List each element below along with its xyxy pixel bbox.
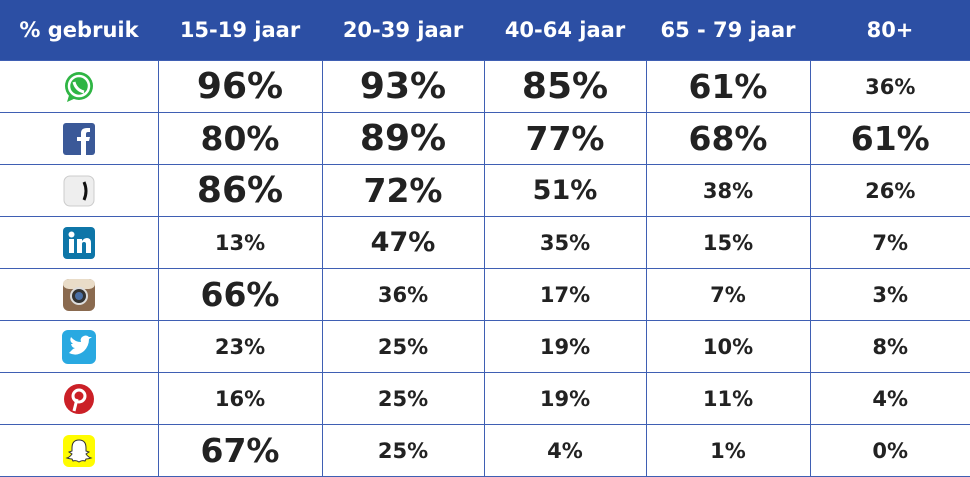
value-cell: 4% — [809, 372, 970, 425]
value-cell: 66% — [157, 268, 323, 321]
linkedin-icon — [62, 226, 95, 259]
value-cell: 11% — [645, 372, 811, 425]
table-row: 67% 25% 4% 1% 0% — [0, 424, 970, 477]
value-cell: 80% — [157, 112, 323, 165]
value-cell: 25% — [321, 320, 485, 373]
app-icon — [63, 175, 95, 206]
value-cell: 4% — [483, 424, 647, 477]
header-row: % gebruik 15-19 jaar 20-39 jaar 40-64 ja… — [0, 0, 970, 61]
header-cell: 40-64 jaar — [484, 0, 646, 61]
value-cell: 16% — [157, 372, 323, 425]
value-cell: 8% — [809, 320, 970, 373]
value-cell: 35% — [483, 216, 647, 269]
value-cell: 7% — [809, 216, 970, 269]
value-cell: 23% — [157, 320, 323, 373]
icon-cell — [0, 112, 159, 165]
value-cell: 38% — [645, 164, 811, 217]
value-cell: 77% — [483, 112, 647, 165]
snapchat-icon — [62, 434, 95, 467]
value-cell: 25% — [321, 424, 485, 477]
icon-cell — [0, 60, 159, 113]
header-cell: 20-39 jaar — [322, 0, 484, 61]
icon-cell — [0, 216, 159, 269]
value-cell: 96% — [157, 60, 323, 113]
table-row: 96% 93% 85% 61% 36% — [0, 60, 970, 113]
whatsapp-icon — [64, 71, 93, 102]
value-cell: 25% — [321, 372, 485, 425]
instagram-icon — [62, 278, 95, 311]
value-cell: 10% — [645, 320, 811, 373]
icon-cell — [0, 320, 159, 373]
value-cell: 7% — [645, 268, 811, 321]
icon-cell — [0, 164, 159, 217]
icon-cell — [0, 372, 159, 425]
table-row: 23% 25% 19% 10% 8% — [0, 320, 970, 373]
value-cell: 72% — [321, 164, 485, 217]
value-cell: 17% — [483, 268, 647, 321]
value-cell: 85% — [483, 60, 647, 113]
value-cell: 61% — [645, 60, 811, 113]
header-cell: % gebruik — [0, 0, 158, 61]
table-row: 13% 47% 35% 15% 7% — [0, 216, 970, 269]
value-cell: 0% — [809, 424, 970, 477]
value-cell: 67% — [157, 424, 323, 477]
value-cell: 19% — [483, 320, 647, 373]
header-cell: 65 - 79 jaar — [646, 0, 810, 61]
table-row: 66% 36% 17% 7% 3% — [0, 268, 970, 321]
table-row: 86% 72% 51% 38% 26% — [0, 164, 970, 217]
value-cell: 47% — [321, 216, 485, 269]
table-row: 80% 89% 77% 68% 61% — [0, 112, 970, 165]
value-cell: 93% — [321, 60, 485, 113]
table-row: 16% 25% 19% 11% 4% — [0, 372, 970, 425]
value-cell: 1% — [645, 424, 811, 477]
header-cell: 15-19 jaar — [158, 0, 322, 61]
value-cell: 15% — [645, 216, 811, 269]
icon-cell — [0, 268, 159, 321]
value-cell: 61% — [809, 112, 970, 165]
value-cell: 89% — [321, 112, 485, 165]
value-cell: 36% — [321, 268, 485, 321]
facebook-icon — [62, 122, 95, 155]
value-cell: 68% — [645, 112, 811, 165]
icon-cell — [0, 424, 159, 477]
value-cell: 51% — [483, 164, 647, 217]
value-cell: 26% — [809, 164, 970, 217]
value-cell: 13% — [157, 216, 323, 269]
header-cell: 80+ — [810, 0, 970, 61]
value-cell: 19% — [483, 372, 647, 425]
value-cell: 3% — [809, 268, 970, 321]
value-cell: 86% — [157, 164, 323, 217]
twitter-icon — [61, 329, 96, 364]
pinterest-icon — [63, 383, 94, 414]
value-cell: 36% — [809, 60, 970, 113]
